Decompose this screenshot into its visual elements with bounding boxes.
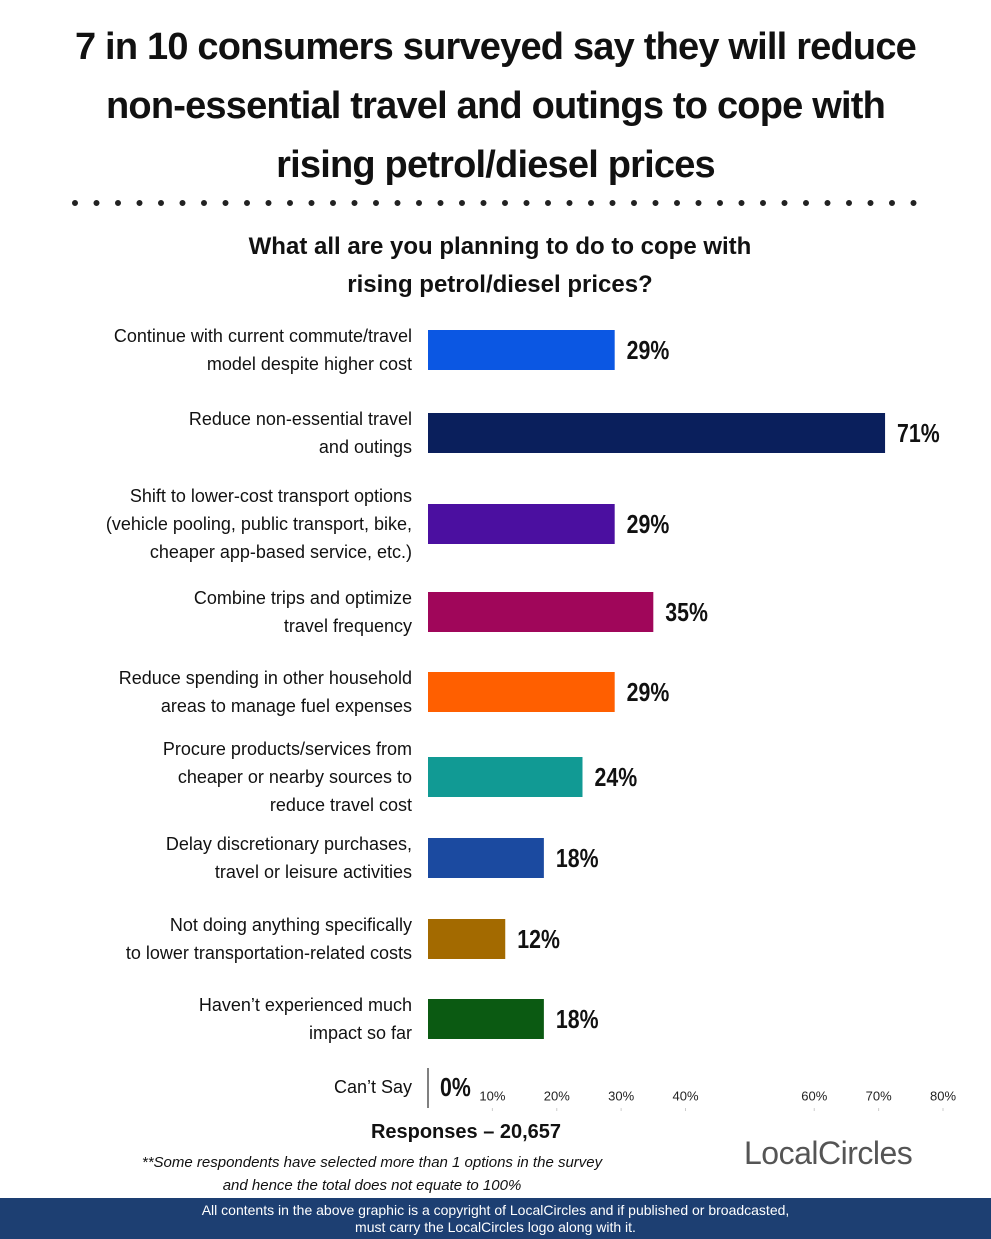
x-tick-label: 70% (866, 1088, 892, 1103)
category-label: Can’t Say (333, 1077, 412, 1097)
x-tick-label: 60% (801, 1088, 827, 1103)
value-label: 29% (627, 510, 670, 540)
value-label: 18% (556, 844, 599, 874)
category-label: Delay discretionary purchases, travel or… (165, 834, 412, 882)
bar (428, 919, 506, 959)
bar (428, 757, 583, 797)
x-tick-label: 80% (930, 1088, 956, 1103)
value-label: 0% (440, 1073, 471, 1103)
logo: LocalCircles (744, 1135, 913, 1171)
bar (428, 413, 886, 453)
chart: 10% 20% 30% 40% 60% 70% 80% 29% 71% 29% 35% 29% 24% 1… (427, 330, 956, 1111)
category-label: Reduce non-essential travel and outings (188, 409, 412, 457)
value-label: 71% (897, 419, 940, 449)
category-label: Procure products/services from cheaper o… (162, 739, 412, 815)
bar (428, 672, 615, 712)
x-tick-label: 30% (608, 1088, 634, 1103)
value-label: 29% (627, 336, 670, 366)
category-label: Haven’t experienced much impact so far (198, 995, 412, 1043)
value-label: 35% (665, 598, 708, 628)
x-tick-label: 10% (479, 1088, 505, 1103)
value-label: 24% (595, 763, 638, 793)
chart-title: 7 in 10 consumers surveyed say they will… (74, 26, 917, 186)
x-tick-label: 40% (672, 1088, 698, 1103)
value-label: 29% (627, 678, 670, 708)
bar (428, 592, 654, 632)
category-label: Shift to lower-cost transport options (v… (105, 486, 412, 562)
category-label: Continue with current commute/travel mod… (113, 326, 412, 374)
category-label: Reduce spending in other household areas… (118, 668, 412, 716)
bar (428, 999, 544, 1039)
chart-subtitle: What all are you planning to do to cope … (248, 233, 752, 298)
value-label: 12% (517, 925, 560, 955)
x-tick-label: 20% (544, 1088, 570, 1103)
category-label: Combine trips and optimize travel freque… (193, 588, 412, 636)
category-label: Not doing anything specifically to lower… (125, 915, 412, 963)
value-label: 18% (556, 1005, 599, 1035)
bar (428, 504, 615, 544)
copyright: All contents in the above graphic is a c… (201, 1202, 790, 1235)
footnote: **Some respondents have selected more th… (141, 1154, 603, 1194)
footer-band (0, 1198, 991, 1239)
bar (428, 330, 615, 370)
bar (428, 838, 544, 878)
responses: Responses – 20,657 (370, 1121, 562, 1143)
